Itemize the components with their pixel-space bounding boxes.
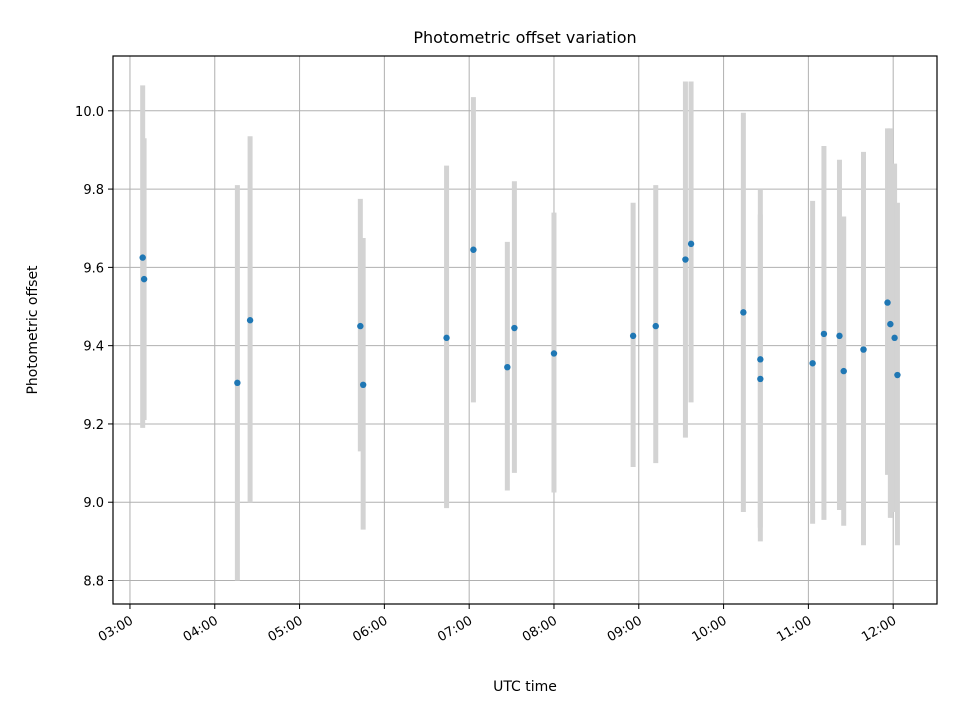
x-tick-label: 06:00	[350, 613, 390, 645]
data-point	[443, 334, 450, 342]
y-tick-label: 9.6	[83, 261, 104, 276]
x-tick-label: 11:00	[774, 613, 814, 645]
data-point	[820, 330, 828, 338]
data-point	[809, 360, 816, 367]
x-tick-label: 05:00	[266, 613, 306, 645]
data-point	[504, 363, 511, 371]
data-point	[357, 322, 364, 330]
data-point	[682, 256, 689, 263]
plot-frame	[112, 55, 938, 605]
data-point	[894, 371, 901, 379]
data-points	[139, 240, 901, 388]
x-tick-label: 08:00	[520, 613, 560, 645]
data-point	[511, 324, 518, 332]
data-point	[550, 350, 558, 357]
x-tick-label: 09:00	[605, 613, 645, 645]
y-tick-label: 9.4	[83, 340, 104, 355]
y-axis-label: Photometric offset	[25, 265, 41, 395]
chart-title: Photometric offset variation	[413, 28, 636, 47]
data-point	[860, 346, 867, 353]
data-point	[246, 317, 254, 324]
x-tick-label: 07:00	[435, 613, 475, 645]
y-tick-label: 9.0	[83, 496, 104, 511]
y-tick-label: 9.8	[83, 183, 104, 198]
data-point	[840, 367, 847, 375]
data-point	[234, 379, 241, 387]
y-axis-ticks: 8.8 9.0 9.2 9.4 9.6 9.8 10.0	[75, 105, 113, 590]
data-point	[359, 381, 367, 388]
data-point	[757, 375, 764, 383]
data-point	[629, 332, 637, 340]
x-axis-ticks: 03:00 04:00 05:00 06:00 07:00 08:00 09:00 10:00…	[96, 604, 899, 645]
data-point	[652, 322, 659, 330]
x-tick-label: 10:00	[690, 613, 730, 645]
y-tick-label: 10.0	[75, 105, 104, 120]
data-point	[740, 309, 747, 316]
x-tick-label: 12:00	[859, 613, 899, 645]
data-point	[884, 299, 891, 306]
y-tick-label: 9.2	[83, 418, 104, 433]
data-point	[836, 332, 843, 340]
data-point	[140, 275, 148, 283]
y-tick-label: 8.8	[83, 575, 104, 590]
data-point	[891, 334, 898, 342]
error-bars	[140, 81, 900, 581]
x-axis-label: UTC time	[493, 679, 557, 695]
data-point	[470, 246, 477, 253]
x-tick-label: 04:00	[181, 613, 221, 645]
data-point	[887, 320, 894, 328]
x-tick-label: 03:00	[96, 613, 136, 645]
data-point	[687, 240, 695, 248]
data-point	[139, 254, 146, 261]
data-point	[757, 356, 764, 363]
